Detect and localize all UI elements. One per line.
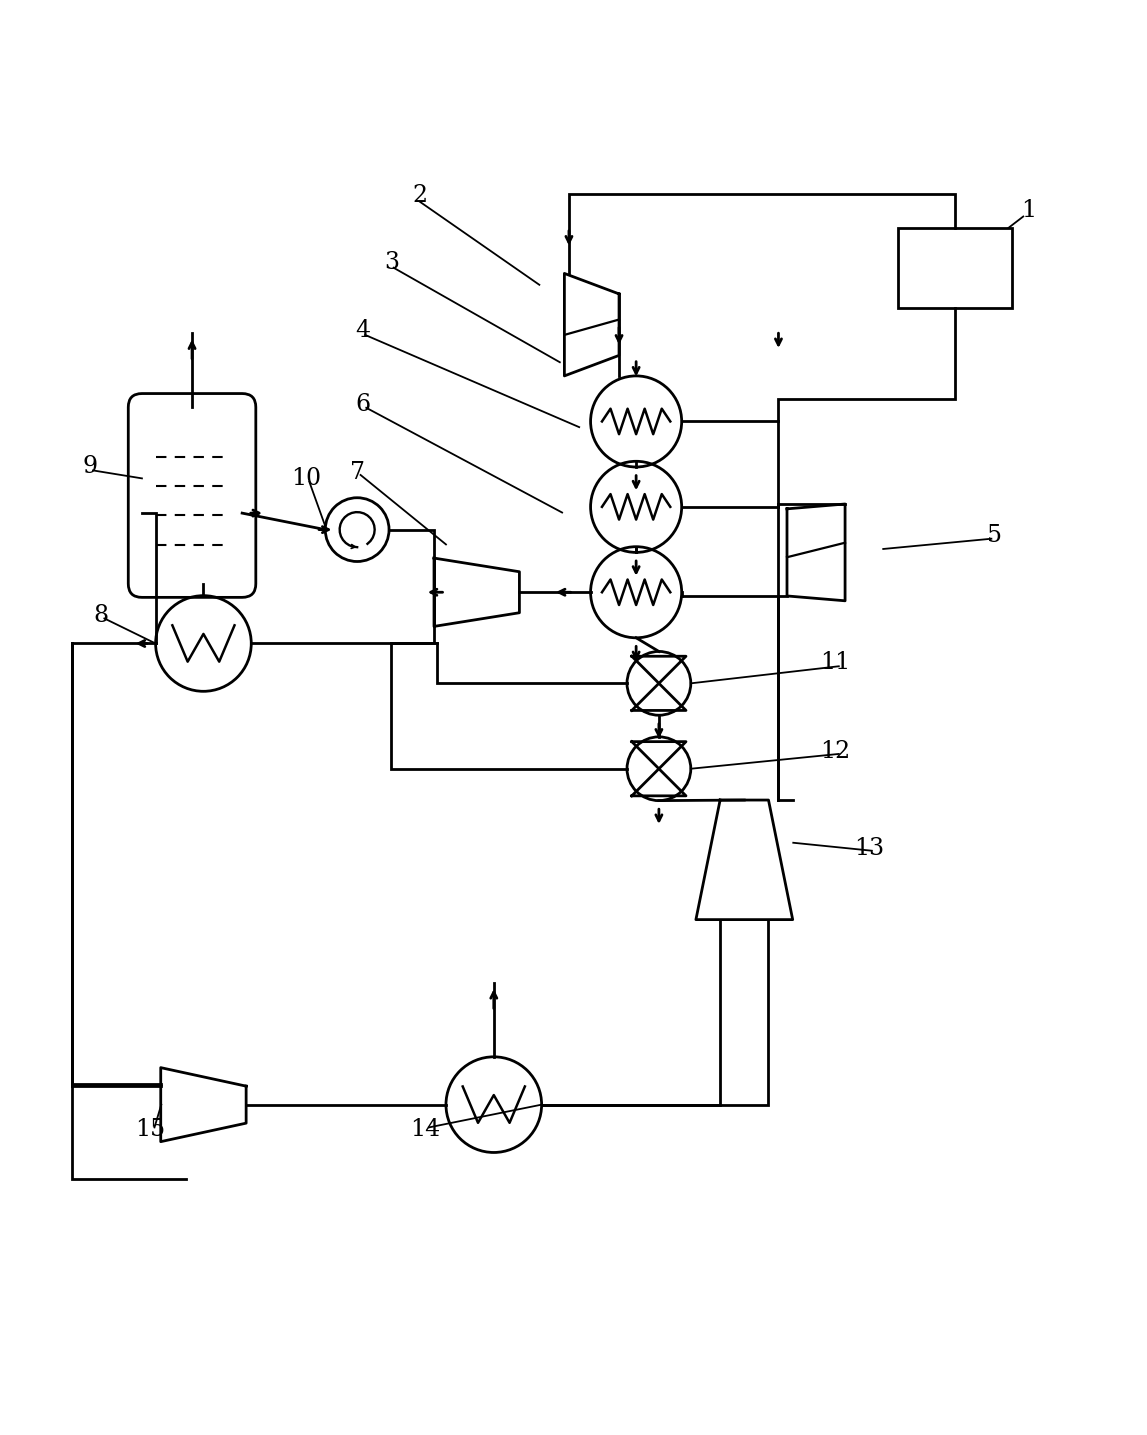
- Text: 10: 10: [291, 466, 321, 489]
- Text: 13: 13: [855, 837, 884, 860]
- Text: 4: 4: [356, 319, 370, 342]
- Text: 8: 8: [93, 604, 109, 627]
- Text: 14: 14: [411, 1118, 440, 1141]
- Text: 6: 6: [356, 393, 370, 416]
- Text: 11: 11: [820, 651, 851, 674]
- Text: 2: 2: [412, 185, 428, 208]
- Text: 15: 15: [135, 1118, 165, 1141]
- Text: 5: 5: [988, 524, 1002, 547]
- Text: 3: 3: [384, 251, 399, 274]
- Text: 7: 7: [350, 461, 365, 484]
- Bar: [898, 228, 1012, 307]
- Text: 9: 9: [81, 455, 97, 478]
- Text: 1: 1: [1022, 199, 1037, 222]
- Text: 12: 12: [820, 740, 851, 763]
